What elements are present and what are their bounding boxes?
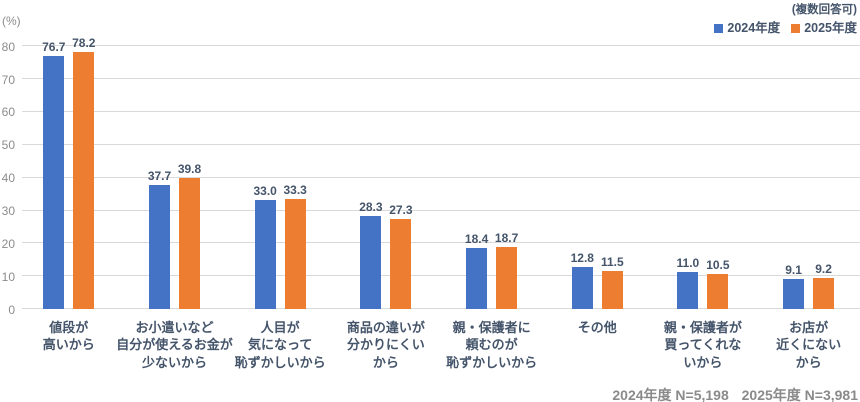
bar-2024年度-category-6	[571, 266, 593, 309]
legend-item-2025: 2025年度	[791, 21, 857, 35]
bar-2025年度-category-5	[496, 247, 518, 309]
category-label-3: 人目が 気になって 恥ずかしいから	[234, 319, 326, 370]
gridline-70	[22, 78, 860, 79]
value-label-2024年度-category-3: 33.0	[253, 184, 277, 199]
sample-size-2025: 2025年度 N=3,981	[741, 387, 858, 402]
bar-2025年度-category-2	[179, 177, 200, 309]
value-label-2024年度-category-6: 12.8	[570, 250, 594, 265]
category-label-7: 親・保護者が 買ってくれな いから	[663, 319, 742, 370]
y-tick-label-80: 80	[1, 39, 15, 54]
gridline-10	[22, 275, 860, 277]
multiple-answers-note: (複数回答可)	[791, 4, 857, 16]
legend: 2024年度 2025年度	[714, 21, 857, 35]
bar-2024年度-category-7	[677, 272, 699, 309]
gridline-20	[22, 242, 860, 244]
legend-swatch-2024	[714, 23, 724, 33]
bar-2024年度-category-5	[466, 248, 488, 309]
gridline-30	[22, 209, 860, 211]
value-label-2025年度-category-8: 9.2	[815, 262, 832, 277]
bar-2025年度-category-3	[284, 199, 306, 309]
sample-size-footnote: 2024年度 N=5,198 2025年度 N=3,981	[612, 385, 858, 402]
legend-label-2024: 2024年度	[727, 21, 781, 35]
value-label-2024年度-category-8: 9.1	[785, 262, 802, 277]
gridline-40	[22, 176, 860, 178]
bar-2025年度-category-8	[813, 278, 835, 309]
y-tick-label-60: 60	[1, 105, 15, 120]
gridline-50	[22, 143, 860, 145]
category-label-4: 商品の違いが 分かりにくい から	[346, 319, 425, 370]
y-tick-label-10: 10	[1, 269, 15, 284]
y-tick-label-20: 20	[1, 236, 15, 251]
category-label-6: その他	[577, 319, 617, 335]
legend-swatch-2025	[791, 23, 801, 33]
sample-size-2024: 2024年度 N=5,198	[612, 387, 729, 402]
y-tick-label-0: 0	[8, 302, 15, 317]
category-label-2: お小遣いなど 自分が使えるお金が 少ないから	[116, 319, 233, 370]
gridline-0	[22, 308, 860, 310]
value-label-2025年度-category-7: 10.5	[706, 258, 730, 273]
y-tick-label-50: 50	[1, 138, 15, 153]
category-label-1: 値段が 高いから	[42, 319, 95, 353]
bar-2025年度-category-1	[73, 51, 95, 309]
legend-item-2024: 2024年度	[714, 21, 780, 35]
bar-2025年度-category-6	[601, 270, 623, 309]
y-axis-unit-label: (%)	[2, 14, 21, 28]
gridline-80	[22, 45, 860, 47]
value-label-2025年度-category-5: 18.7	[494, 231, 519, 246]
value-label-2024年度-category-5: 18.4	[464, 232, 489, 247]
value-label-2025年度-category-3: 33.3	[283, 183, 307, 198]
bar-2024年度-category-2	[149, 184, 170, 309]
value-label-2024年度-category-2: 37.7	[147, 168, 172, 183]
y-tick-label-30: 30	[1, 204, 15, 218]
value-label-2025年度-category-1: 78.2	[72, 35, 96, 50]
y-tick-label-40: 40	[1, 171, 15, 186]
value-label-2025年度-category-4: 27.3	[389, 202, 413, 217]
legend-label-2025: 2025年度	[804, 21, 857, 35]
category-label-8: お店が 近くにない から	[776, 319, 842, 370]
gridline-60	[22, 110, 860, 112]
bar-2024年度-category-3	[254, 200, 276, 309]
y-tick-label-70: 70	[1, 72, 15, 87]
value-label-2024年度-category-7: 11.0	[676, 256, 700, 271]
value-label-2024年度-category-1: 76.7	[42, 40, 66, 55]
value-label-2024年度-category-4: 28.3	[359, 199, 383, 214]
value-label-2025年度-category-6: 11.5	[600, 254, 624, 269]
category-label-5: 親・保護者に 頼むのが 恥ずかしいから	[446, 319, 538, 370]
bar-2024年度-category-1	[43, 56, 65, 309]
bar-2024年度-category-8	[783, 278, 805, 309]
value-label-2025年度-category-2: 39.8	[177, 161, 202, 176]
bar-2024年度-category-4	[360, 215, 382, 309]
bar-2025年度-category-7	[707, 274, 729, 309]
bar-2025年度-category-4	[390, 218, 412, 309]
